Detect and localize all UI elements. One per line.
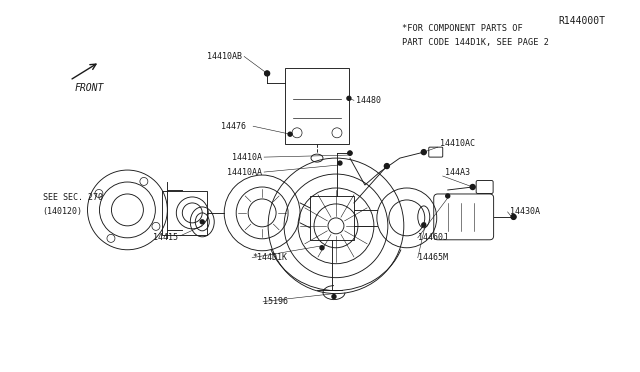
Circle shape (288, 132, 292, 136)
Circle shape (511, 214, 516, 219)
Text: *FOR COMPONENT PARTS OF: *FOR COMPONENT PARTS OF (402, 24, 523, 33)
Text: R144000T: R144000T (558, 16, 605, 26)
Circle shape (511, 215, 516, 219)
Circle shape (264, 71, 269, 76)
Text: 14410AC: 14410AC (440, 139, 475, 148)
Circle shape (348, 151, 352, 155)
Text: 14460J: 14460J (418, 233, 448, 242)
Circle shape (385, 164, 389, 169)
Text: *144D1K: *144D1K (252, 253, 287, 262)
Text: 14465M: 14465M (418, 253, 448, 262)
Circle shape (338, 161, 342, 165)
Text: FRONT: FRONT (74, 83, 104, 93)
Circle shape (422, 223, 426, 227)
Circle shape (421, 150, 426, 155)
Text: SEE SEC. 270: SEE SEC. 270 (43, 193, 102, 202)
Circle shape (320, 246, 324, 250)
Text: 14410AB: 14410AB (207, 52, 242, 61)
Text: 14410A: 14410A (232, 153, 262, 161)
Text: PART CODE 144D1K, SEE PAGE 2: PART CODE 144D1K, SEE PAGE 2 (402, 38, 549, 47)
Circle shape (445, 194, 450, 198)
Text: 15196: 15196 (263, 297, 288, 306)
Text: 14430A: 14430A (509, 208, 540, 217)
Circle shape (200, 220, 204, 224)
Circle shape (265, 71, 269, 76)
Circle shape (348, 151, 352, 155)
Text: 14410AA: 14410AA (227, 167, 262, 177)
Text: 14480: 14480 (356, 96, 381, 105)
Circle shape (332, 295, 336, 299)
Text: 14476: 14476 (221, 122, 246, 131)
Circle shape (470, 185, 475, 189)
Text: 144A3: 144A3 (445, 167, 470, 177)
Text: 14415: 14415 (154, 233, 179, 242)
Text: (140120): (140120) (43, 208, 83, 217)
Circle shape (347, 96, 351, 100)
